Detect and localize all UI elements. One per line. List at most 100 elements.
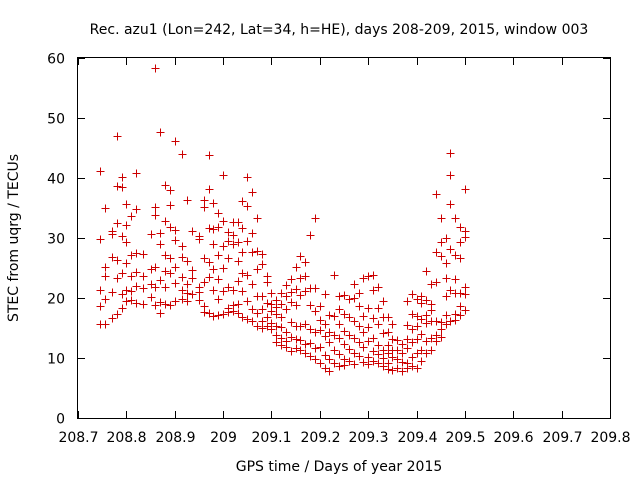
x-tick-label: 208.8 [106,430,146,446]
data-point [127,287,136,296]
data-point [258,305,267,314]
data-point [118,269,127,278]
data-point [171,297,180,306]
data-point [188,290,197,299]
data-point [369,357,378,366]
data-point [139,250,148,259]
data-point [277,341,286,350]
data-point [364,337,373,346]
data-point [321,290,330,299]
data-point [296,336,305,345]
data-point [359,312,368,321]
data-point [442,274,451,283]
data-point [287,288,296,297]
data-point [178,242,187,251]
data-point [456,289,465,298]
data-point [437,214,446,223]
data-point [306,231,315,240]
data-point [209,240,218,249]
data-point [248,280,257,289]
data-point [161,283,170,292]
data-point [311,284,320,293]
data-point [403,364,412,373]
data-point [156,298,165,307]
data-point [219,217,228,226]
data-point [388,335,397,344]
data-point [398,367,407,376]
y-tick-label: 0 [56,412,65,428]
data-point [166,201,175,210]
data-point [335,350,344,359]
data-point [229,286,238,295]
data-point [258,260,267,269]
data-point [330,312,339,321]
data-point [296,322,305,331]
data-point [219,287,228,296]
data-point [442,311,451,320]
data-point [325,338,334,347]
data-point [248,248,257,257]
data-point [311,328,320,337]
data-point [108,230,117,239]
data-point [374,283,383,292]
data-point [188,274,197,283]
data-point [427,334,436,343]
data-point [335,320,344,329]
data-point [101,320,110,329]
data-point [451,251,460,260]
data-point [355,322,364,331]
data-point [224,283,233,292]
y-tick-label: 10 [47,352,65,368]
data-point [209,312,218,321]
data-point [325,367,334,376]
data-point [267,300,276,309]
data-point [340,291,349,300]
data-point [151,64,160,73]
data-point [171,236,180,245]
data-point [118,183,127,192]
data-point [156,276,165,285]
data-point [301,287,310,296]
data-point [437,333,446,342]
data-point [403,321,412,330]
data-point [340,361,349,370]
data-point [451,316,460,325]
data-point [379,329,388,338]
data-point [224,228,233,237]
data-point [122,221,131,230]
data-point [248,229,257,238]
data-point [127,212,136,221]
axes: 208.7 208.8 208.9 209 209.1 209.2 209.3 209.4 20… [47,52,630,447]
data-point [224,254,233,263]
data-point [350,317,359,326]
x-tick-label: 209.8 [590,430,630,446]
data-point [151,263,160,272]
x-axis-label: GPS time / Days of year 2015 [236,459,443,475]
data-point [287,333,296,342]
data-point [437,238,446,247]
data-point [101,272,110,281]
data-point [248,188,257,197]
data-point [422,296,431,305]
data-point [388,366,397,375]
data-point [166,269,175,278]
data-point [267,307,276,316]
data-point [238,197,247,206]
data-point [214,209,223,218]
data-point [456,223,465,232]
data-point [263,313,272,322]
data-point [306,339,315,348]
data-point [209,286,218,295]
data-point [282,281,291,290]
data-point [96,302,105,311]
data-point [229,240,238,249]
data-point [427,280,436,289]
data-point [101,263,110,272]
data-point [243,297,252,306]
data-point [122,297,131,306]
data-point [272,331,281,340]
data-point [369,347,378,356]
data-point [118,304,127,313]
data-point [330,346,339,355]
data-point [374,304,383,313]
